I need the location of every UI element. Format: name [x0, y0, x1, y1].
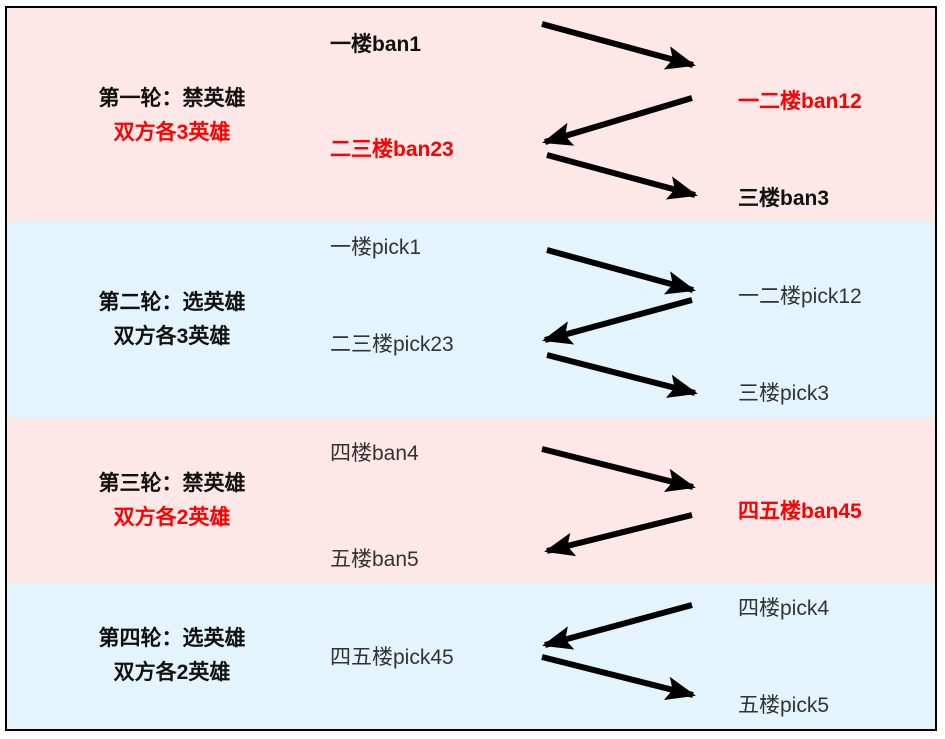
- round-2-subtitle: 双方各3英雄: [113, 325, 231, 348]
- arrow-right-down-icon: [546, 247, 696, 295]
- round-3-band: [7, 418, 935, 584]
- round-4-subtitle: 双方各2英雄: [113, 661, 231, 684]
- arrow-left-down-icon: [542, 95, 693, 146]
- arrow-right-down-icon: [541, 21, 696, 70]
- step-pick4: 四楼pick4: [738, 597, 830, 620]
- step-pick12: 一二楼pick12: [738, 285, 862, 308]
- arrows-layer: [541, 21, 698, 701]
- round-2-band: [7, 222, 935, 418]
- step-ban4: 四楼ban4: [330, 442, 419, 465]
- round-1-title: 第一轮：禁英雄: [98, 87, 246, 110]
- step-pick3: 三楼pick3: [738, 382, 830, 405]
- round-1-subtitle: 双方各3英雄: [113, 121, 231, 144]
- round-1-label: 第一轮：禁英雄 双方各3英雄: [47, 82, 297, 150]
- arrow-left-down-icon: [542, 297, 693, 345]
- arrow-left-down-icon: [544, 512, 693, 557]
- round-4-title: 第四轮：选英雄: [98, 627, 246, 650]
- round-3-label: 第三轮：禁英雄 双方各2英雄: [47, 467, 297, 535]
- round-3-subtitle: 双方各2英雄: [113, 506, 231, 529]
- round-4-label: 第四轮：选英雄 双方各2英雄: [47, 622, 297, 690]
- draft-diagram: 第一轮：禁英雄 双方各3英雄 一楼ban1 一二楼ban12 二三楼ban23 …: [5, 6, 937, 731]
- arrow-right-down-icon: [546, 152, 698, 200]
- arrow-left-down-icon: [542, 602, 693, 650]
- round-1-band: [7, 8, 935, 222]
- round-3-title: 第三轮：禁英雄: [98, 472, 246, 495]
- step-ban23: 二三楼ban23: [330, 138, 454, 161]
- arrow-right-down-icon: [541, 654, 696, 701]
- round-2-label: 第二轮：选英雄 双方各3英雄: [47, 286, 297, 354]
- step-ban12: 一二楼ban12: [738, 90, 862, 113]
- step-ban3: 三楼ban3: [738, 187, 830, 210]
- step-pick45: 四五楼pick45: [330, 646, 454, 669]
- round-4-band: [7, 584, 935, 729]
- arrow-right-down-icon: [541, 446, 696, 493]
- step-ban5: 五楼ban5: [330, 548, 419, 571]
- step-pick1: 一楼pick1: [330, 236, 422, 259]
- round-2-title: 第二轮：选英雄: [98, 291, 246, 314]
- step-pick23: 二三楼pick23: [330, 333, 454, 356]
- step-pick5: 五楼pick5: [738, 694, 830, 717]
- arrow-right-down-icon: [546, 352, 698, 398]
- step-ban1: 一楼ban1: [330, 33, 422, 56]
- step-ban45: 四五楼ban45: [738, 500, 862, 523]
